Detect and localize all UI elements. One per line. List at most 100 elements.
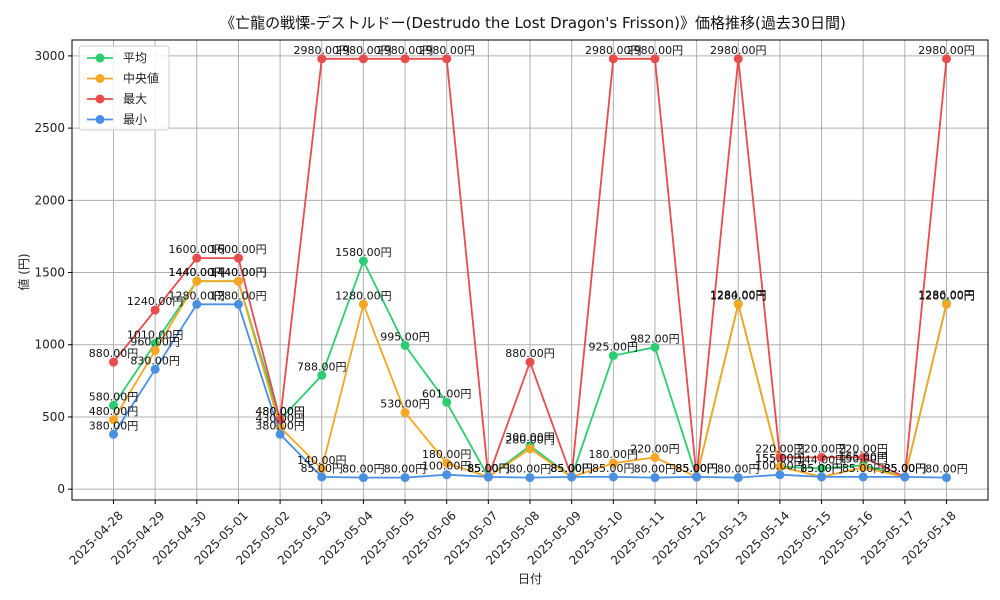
data-label: 85.00円 [884,462,927,475]
data-label: 85.00円 [550,462,593,475]
data-point [109,400,118,410]
data-label: 1600.00円 [169,243,226,256]
data-point [608,458,618,468]
grid [72,40,988,500]
data-label: 85.00円 [675,462,718,475]
data-label: 85.00円 [467,462,510,475]
data-point [192,299,202,309]
data-point [942,54,951,64]
data-point [692,472,702,482]
data-label: 85.00円 [842,462,885,475]
y-tick-label: 3000 [34,49,65,63]
data-point [109,429,118,439]
data-point [400,340,410,350]
data-label: 85.00円 [467,462,510,475]
data-label: 788.00円 [297,360,347,373]
data-label: 85.00円 [675,462,718,475]
data-label: 85.00円 [800,462,843,475]
data-label: 1286.00円 [918,288,975,301]
data-label: 601.00円 [422,387,472,400]
legend-marker [95,74,105,83]
data-label: 85.00円 [884,462,927,475]
data-label: 1280.00円 [710,289,767,302]
data-point [233,299,243,309]
y-tick-label: 500 [42,410,65,424]
data-label: 155.00円 [755,452,805,465]
data-point [358,54,368,64]
data-label: 85.00円 [550,462,593,475]
data-label: 140.00円 [297,454,347,467]
data-label: 180.00円 [422,448,472,461]
data-point [109,357,118,367]
y-tick-label: 0 [57,482,65,496]
data-label: 2980.00円 [377,44,434,57]
data-point [858,472,868,482]
data-point [733,299,743,309]
data-point [317,464,327,474]
data-label: 80.00円 [384,463,427,476]
data-point [358,473,368,483]
data-label: 144.00円 [797,453,847,466]
data-point [733,54,743,64]
data-label: 380.00円 [255,419,305,432]
data-point [150,364,160,374]
data-label: 1280.00円 [918,289,975,302]
data-label: 1580.00円 [335,246,392,259]
data-point [358,256,368,266]
data-point [192,253,202,263]
data-point [775,462,785,472]
data-label: 85.00円 [550,462,593,475]
y-tick-label: 1500 [34,266,65,280]
data-point [275,415,285,425]
data-point [858,463,868,473]
data-label: 380.00円 [89,419,139,432]
data-label: 85.00円 [467,462,510,475]
data-label: 165.00円 [838,450,888,463]
data-point [442,54,452,64]
data-point [608,472,618,482]
data-label: 580.00円 [89,390,139,403]
data-label: 880.00円 [89,347,139,360]
data-point [733,473,743,483]
data-point [442,470,452,480]
data-point [233,253,243,263]
legend-box [78,45,170,131]
data-point [650,342,660,352]
legend-marker [95,53,105,63]
legend-label: 最大 [123,92,147,106]
data-label: 430.00円 [255,412,305,425]
data-point [817,463,827,473]
data-label: 220.00円 [755,442,805,455]
y-tick-label: 2500 [34,121,65,135]
legend-label: 最小 [123,113,147,127]
data-label: 960.00円 [130,336,180,349]
data-point [109,415,118,425]
axes: 0500100015002000250030002025-04-282025-0… [34,49,958,568]
data-label: 80.00円 [717,463,760,476]
data-label: 1280.00円 [210,289,267,302]
data-point [942,473,951,483]
data-label: 880.00円 [505,347,555,360]
data-label: 220.00円 [630,442,680,455]
data-label: 85.00円 [800,462,843,475]
legend-marker [95,115,105,124]
data-label: 80.00円 [634,463,677,476]
data-label: 1010.00円 [127,328,184,341]
data-label: 85.00円 [675,462,718,475]
data-label: 80.00円 [925,463,968,476]
data-label: 85.00円 [884,462,927,475]
data-label: 85.00円 [884,462,927,475]
data-label: 85.00円 [675,462,718,475]
data-label: 480.00円 [255,405,305,418]
data-point [525,444,535,454]
data-point [400,54,410,64]
data-label: 2980.00円 [418,44,475,57]
data-label: 480.00円 [89,405,139,418]
data-label: 85.00円 [550,462,593,475]
data-point [150,305,160,315]
data-label: 2980.00円 [627,44,684,57]
data-label: 1600.00円 [210,243,267,256]
data-point [483,472,493,482]
